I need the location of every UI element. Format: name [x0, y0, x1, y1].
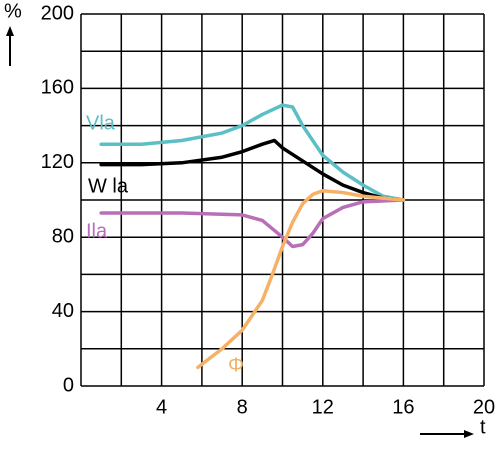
series-label: W la [88, 175, 129, 197]
y-tick-label: 160 [41, 77, 74, 99]
line-series [99, 103, 406, 202]
line-series [99, 138, 406, 202]
y-tick-label: 40 [52, 300, 74, 322]
x-tick-label: 16 [392, 396, 414, 418]
y-tick-label: 120 [41, 151, 74, 173]
series-label: Vla [86, 112, 116, 134]
y-tick-label: 0 [63, 374, 74, 396]
y-axis-label: % [4, 0, 22, 22]
x-tick-label: 4 [156, 396, 167, 418]
x-tick-label: 12 [312, 396, 334, 418]
series-label: Ila [86, 220, 108, 242]
series-label: Φ [228, 354, 244, 376]
line-series [196, 188, 406, 370]
y-tick-label: 200 [41, 2, 74, 24]
x-axis-label: t [480, 416, 486, 438]
line-series [99, 198, 406, 249]
x-tick-label: 8 [237, 396, 248, 418]
x-axis-arrowhead [464, 430, 474, 438]
y-tick-label: 80 [52, 225, 74, 247]
x-tick-label: 20 [473, 396, 495, 418]
y-axis-arrowhead [6, 26, 14, 36]
